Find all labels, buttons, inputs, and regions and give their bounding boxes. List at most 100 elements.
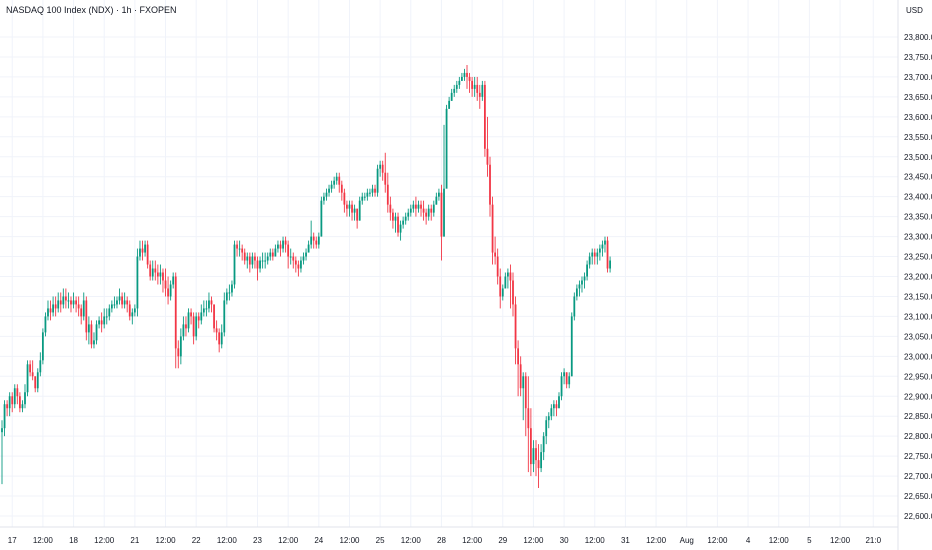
candle-up: [24, 384, 26, 409]
candle-body: [506, 272, 509, 277]
candle-body: [182, 324, 185, 337]
candle-body: [343, 192, 346, 205]
candle-body: [552, 404, 555, 409]
candle-down: [486, 116, 489, 177]
candle-body: [404, 216, 407, 221]
candle-down: [284, 236, 287, 253]
candle-body: [187, 312, 190, 329]
candle-up: [560, 372, 563, 401]
candle-body: [455, 84, 458, 89]
candle-body: [62, 296, 65, 305]
x-tick-label: 12:00: [217, 536, 238, 545]
candle-down: [64, 288, 67, 309]
candle-body: [348, 204, 351, 209]
candle-body: [103, 316, 106, 325]
candle-up: [172, 272, 175, 289]
candle-body: [279, 244, 282, 249]
candle-body: [532, 448, 535, 465]
time-axis[interactable]: 17 12:00 18 12:00 21 12:00 22 12:00 23 12:00 24 12:…: [8, 536, 882, 545]
candle-down: [535, 440, 537, 477]
candle-up: [208, 292, 210, 313]
candle-down: [297, 260, 300, 277]
candle-body: [435, 196, 438, 205]
candle-body: [164, 280, 167, 289]
candle-body: [504, 276, 507, 289]
candle-up: [307, 240, 310, 253]
candle-body: [371, 188, 374, 193]
candle-up: [394, 212, 397, 233]
candle-body: [292, 256, 295, 261]
candle-up: [522, 372, 525, 421]
candle-up: [195, 312, 198, 341]
candle-body: [522, 376, 525, 389]
candle-up: [586, 260, 588, 281]
candle-up: [13, 384, 16, 409]
candle-body: [560, 376, 563, 397]
currency-label[interactable]: USD: [906, 6, 923, 15]
candle-down: [243, 248, 246, 265]
candle-up: [113, 296, 116, 309]
candle-body: [402, 220, 405, 225]
candle-up: [57, 292, 60, 313]
candle-up: [228, 284, 231, 301]
candle-down: [338, 172, 341, 193]
candle-body: [601, 244, 604, 249]
candle-down: [149, 260, 152, 281]
candle-body: [289, 256, 292, 258]
price-axis[interactable]: 23,800.0 23,750.0 23,700.0 23,650.0 23,600.0…: [904, 33, 932, 521]
candle-body: [305, 252, 307, 257]
candle-body: [443, 188, 445, 237]
candle-up: [578, 280, 581, 297]
candle-up: [302, 252, 305, 265]
candle-down: [315, 236, 318, 249]
candle-body: [320, 200, 323, 237]
candle-body: [381, 164, 384, 173]
candle-up: [550, 404, 553, 421]
candle-down: [90, 320, 93, 349]
candle-body: [223, 300, 226, 333]
candle-body: [243, 252, 246, 261]
candle-body: [87, 324, 90, 333]
candle-body: [366, 192, 369, 197]
candle-down: [392, 208, 394, 229]
candle-body: [529, 428, 532, 465]
candle-down: [128, 300, 131, 321]
x-tick-label: 12:00: [33, 536, 54, 545]
x-tick-label: 12:00: [523, 536, 544, 545]
candle-up: [545, 416, 548, 445]
candle-body: [11, 396, 14, 405]
candle-body: [254, 256, 256, 261]
candle-body: [540, 452, 543, 469]
candle-body: [399, 224, 402, 233]
candle-body: [476, 84, 479, 93]
candle-body: [535, 448, 537, 461]
candle-body: [333, 180, 336, 185]
candle-down: [197, 312, 200, 329]
candle-body: [248, 256, 251, 265]
candle-body: [284, 240, 287, 245]
candle-down: [430, 204, 433, 221]
candle-body: [376, 168, 379, 193]
candle-body: [123, 300, 126, 305]
candle-body: [325, 192, 328, 197]
candle-body: [93, 340, 95, 345]
candle-up: [47, 300, 49, 321]
candle-down: [154, 260, 157, 281]
candle-up: [443, 124, 445, 237]
candle-body: [606, 240, 609, 269]
candle-down: [471, 76, 474, 97]
candle-body: [110, 304, 113, 309]
candle-body: [108, 308, 111, 317]
candle-up: [179, 328, 182, 365]
candle-body: [604, 240, 606, 245]
candle-body: [394, 216, 397, 221]
candle-body: [1, 428, 3, 433]
candle-body: [323, 196, 325, 201]
candle-up: [506, 268, 509, 289]
candle-body: [205, 308, 208, 310]
candle-body: [338, 176, 341, 185]
candle-body: [26, 364, 29, 393]
x-tick-label: 12:00: [830, 536, 851, 545]
candle-body: [422, 208, 425, 213]
